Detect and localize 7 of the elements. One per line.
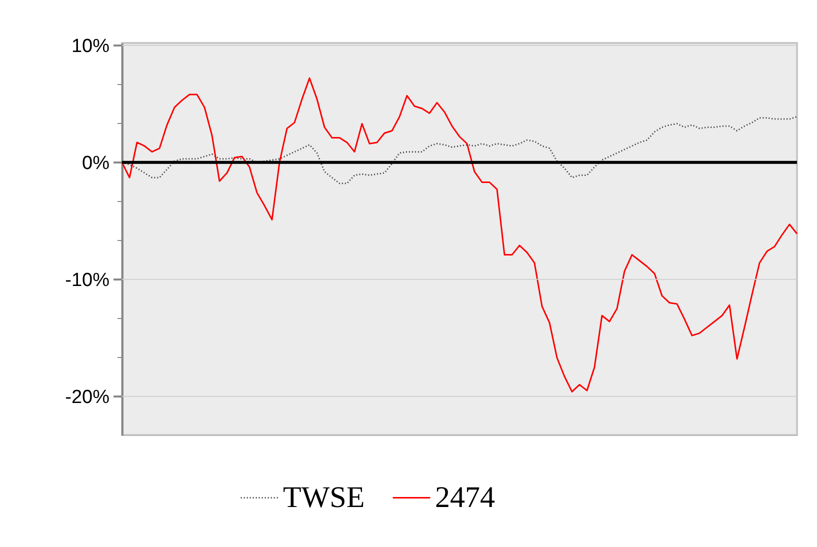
legend-label: TWSE [283,480,365,514]
line-series [121,77,798,392]
y-tick-label: -10% [65,270,110,291]
legend-label: 2474 [435,480,495,514]
y-tick-label: -20% [65,386,110,408]
y-tick-label: 0% [82,152,110,174]
y-tick-label: 10% [71,36,110,57]
